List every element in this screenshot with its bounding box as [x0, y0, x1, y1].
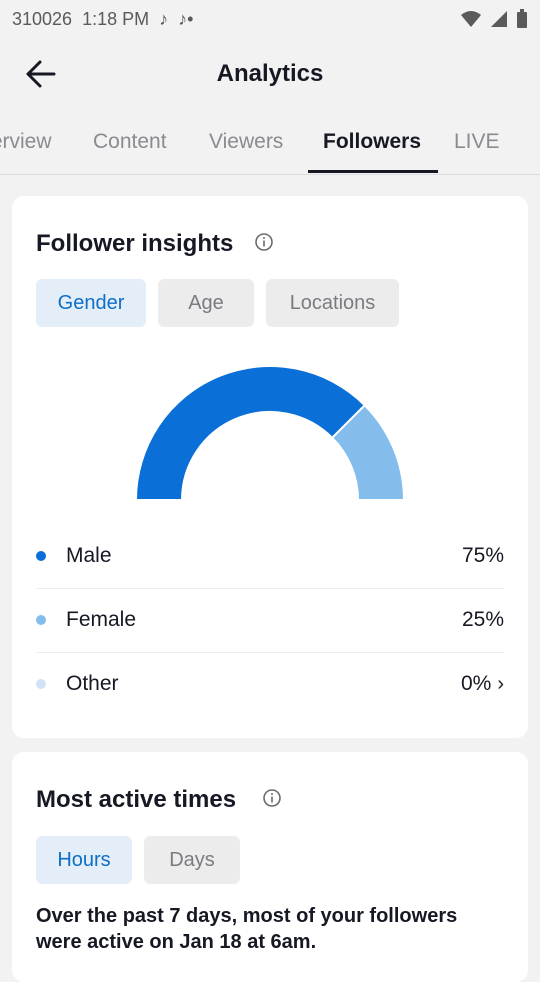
- female-value: 25%: [461, 608, 504, 631]
- status-bar: 310026 1:18 PM ♪ ♪•: [0, 0, 540, 38]
- most-active-times-title: Most active times: [36, 786, 237, 813]
- chip-hours[interactable]: Hours: [36, 836, 132, 884]
- info-icon[interactable]: [262, 788, 282, 808]
- gender-donut-chart: [134, 365, 406, 501]
- male-value: 75%: [461, 544, 504, 567]
- chip-days[interactable]: Days: [144, 836, 240, 884]
- donut-slice-female: [330, 403, 406, 501]
- follower-insights-title: Follower insights: [36, 230, 234, 257]
- tab-viewers[interactable]: Viewers: [209, 130, 284, 153]
- chip-gender[interactable]: Gender: [36, 279, 146, 327]
- male-label: Male: [66, 544, 112, 567]
- tab-followers[interactable]: Followers: [323, 130, 422, 153]
- wifi-icon: [461, 11, 481, 27]
- chevron-right-icon: ›: [497, 672, 504, 695]
- male-color-dot: [36, 551, 46, 561]
- other-label: Other: [66, 672, 119, 695]
- other-color-dot: [36, 679, 46, 689]
- app-header: Analytics: [0, 46, 540, 106]
- back-arrow-icon: [26, 60, 56, 88]
- battery-icon: [517, 9, 527, 28]
- tab-content[interactable]: Content: [93, 130, 167, 153]
- donut-slice-male: [134, 365, 367, 501]
- tiktok-notification-icon: ♪: [159, 8, 169, 29]
- analytics-tabs: Overview Content Viewers Followers LIVE: [0, 120, 540, 175]
- legend-row-male: Male 75%: [36, 524, 504, 589]
- carrier-text: 310026: [12, 8, 73, 29]
- clock-text: 1:18 PM: [82, 8, 150, 29]
- chip-age[interactable]: Age: [158, 279, 254, 327]
- signal-icon: [491, 11, 507, 27]
- female-color-dot: [36, 615, 46, 625]
- info-icon[interactable]: [254, 232, 274, 252]
- tiktok-app-icon: ♪•: [178, 8, 194, 29]
- page-title: Analytics: [216, 60, 324, 87]
- legend-row-other[interactable]: Other 0% ›: [36, 652, 504, 716]
- female-label: Female: [66, 608, 137, 631]
- tab-overview[interactable]: Overview: [0, 130, 52, 153]
- follower-insights-card: Follower insights Gender Age Locations M…: [12, 196, 528, 738]
- active-times-summary: Over the past 7 days, most of your follo…: [36, 905, 458, 953]
- other-value: 0%: [460, 672, 492, 695]
- legend-row-female: Female 25%: [36, 588, 504, 653]
- tab-live[interactable]: LIVE: [454, 130, 500, 153]
- back-button[interactable]: [22, 58, 62, 94]
- chip-locations[interactable]: Locations: [266, 279, 399, 327]
- most-active-times-card: Most active times Hours Days Over the pa…: [12, 752, 528, 982]
- active-tab-indicator: [308, 170, 438, 173]
